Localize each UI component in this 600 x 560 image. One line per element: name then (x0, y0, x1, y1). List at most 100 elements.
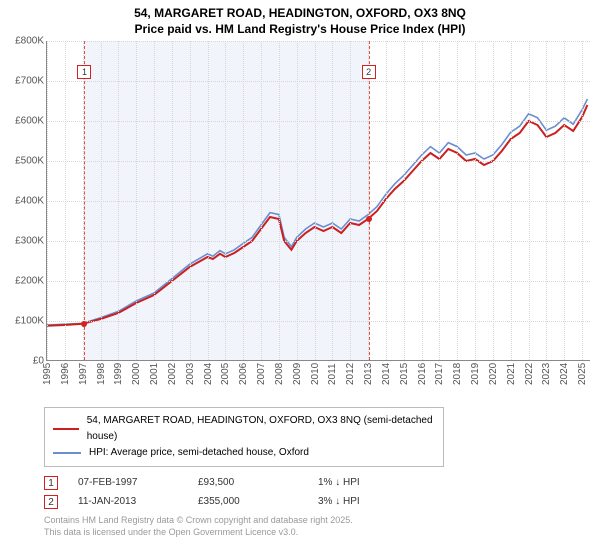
x-axis-label: 2013 (363, 363, 374, 385)
gridline-vertical (47, 41, 48, 360)
chart-title: 54, MARGARET ROAD, HEADINGTON, OXFORD, O… (10, 6, 590, 37)
legend: 54, MARGARET ROAD, HEADINGTON, OXFORD, O… (44, 407, 444, 467)
y-axis-label: £500K (15, 156, 44, 167)
gridline-vertical (154, 41, 155, 360)
y-axis-label: £100K (15, 316, 44, 327)
sale-line (369, 41, 370, 360)
x-axis-label: 2021 (506, 363, 517, 385)
legend-swatch (53, 428, 79, 430)
x-axis-label: 2001 (149, 363, 160, 385)
gridline-horizontal (47, 321, 590, 322)
sales-table: 107-FEB-1997£93,5001% ↓ HPI211-JAN-2013£… (44, 473, 590, 511)
sale-callout: 2 (362, 65, 376, 79)
gridline-horizontal (47, 81, 590, 82)
sale-price: £355,000 (198, 492, 318, 511)
gridline-vertical (65, 41, 66, 360)
x-axis-label: 2012 (345, 363, 356, 385)
gridline-vertical (315, 41, 316, 360)
y-axis-label: £400K (15, 196, 44, 207)
sale-marker (81, 321, 87, 327)
x-axis-label: 1998 (96, 363, 107, 385)
legend-swatch (53, 452, 81, 454)
x-axis: 1995199619971998199920002001200220032004… (46, 361, 590, 401)
y-axis-label: £600K (15, 116, 44, 127)
legend-row: HPI: Average price, semi-detached house,… (53, 445, 435, 461)
x-axis-label: 2007 (256, 363, 267, 385)
x-axis-label: 2014 (381, 363, 392, 385)
gridline-horizontal (47, 241, 590, 242)
x-axis-label: 2006 (238, 363, 249, 385)
gridline-vertical (439, 41, 440, 360)
gridline-vertical (582, 41, 583, 360)
series-hpi (47, 99, 587, 325)
x-axis-label: 2011 (327, 364, 338, 386)
gridline-vertical (475, 41, 476, 360)
sales-row: 211-JAN-2013£355,0003% ↓ HPI (44, 492, 590, 511)
x-axis-label: 2017 (434, 363, 445, 385)
gridline-vertical (564, 41, 565, 360)
x-axis-label: 2023 (541, 363, 552, 385)
x-axis-label: 2022 (524, 363, 535, 385)
title-line1: 54, MARGARET ROAD, HEADINGTON, OXFORD, O… (10, 6, 590, 22)
sale-line (84, 41, 85, 360)
gridline-vertical (404, 41, 405, 360)
sale-date: 11-JAN-2013 (78, 492, 198, 511)
gridline-vertical (511, 41, 512, 360)
y-axis-label: £800K (15, 36, 44, 47)
footer-attribution: Contains HM Land Registry data © Crown c… (44, 515, 590, 538)
legend-label: HPI: Average price, semi-detached house,… (89, 445, 309, 461)
gridline-vertical (208, 41, 209, 360)
y-axis-label: £300K (15, 236, 44, 247)
gridline-vertical (279, 41, 280, 360)
sale-date: 07-FEB-1997 (78, 473, 198, 492)
x-axis-label: 2003 (185, 363, 196, 385)
gridline-vertical (243, 41, 244, 360)
x-axis-label: 2005 (220, 363, 231, 385)
sales-row: 107-FEB-1997£93,5001% ↓ HPI (44, 473, 590, 492)
gridline-horizontal (47, 281, 590, 282)
x-axis-label: 2018 (452, 363, 463, 385)
gridline-vertical (350, 41, 351, 360)
gridline-vertical (297, 41, 298, 360)
sale-index-box: 1 (44, 476, 58, 490)
chart-container: 54, MARGARET ROAD, HEADINGTON, OXFORD, O… (0, 0, 600, 545)
footer-line2: This data is licensed under the Open Gov… (44, 527, 590, 539)
gridline-horizontal (47, 161, 590, 162)
x-axis-label: 1995 (42, 363, 53, 385)
x-axis-label: 2025 (577, 363, 588, 385)
gridline-vertical (422, 41, 423, 360)
x-axis-label: 1997 (78, 363, 89, 385)
x-axis-label: 2009 (292, 363, 303, 385)
gridline-vertical (136, 41, 137, 360)
legend-row: 54, MARGARET ROAD, HEADINGTON, OXFORD, O… (53, 413, 435, 445)
gridline-vertical (457, 41, 458, 360)
y-axis: £0£100K£200K£300K£400K£500K£600K£700K£80… (10, 41, 46, 361)
gridline-vertical (101, 41, 102, 360)
gridline-horizontal (47, 121, 590, 122)
gridline-vertical (546, 41, 547, 360)
x-axis-label: 1999 (113, 363, 124, 385)
sale-marker (366, 216, 372, 222)
title-line2: Price paid vs. HM Land Registry's House … (10, 22, 590, 38)
sale-price: £93,500 (198, 473, 318, 492)
plot-area: 12 (46, 41, 590, 361)
x-axis-label: 2004 (203, 363, 214, 385)
x-axis-label: 2008 (274, 363, 285, 385)
sale-index-box: 2 (44, 495, 58, 509)
gridline-vertical (529, 41, 530, 360)
gridline-vertical (332, 41, 333, 360)
y-axis-label: £700K (15, 76, 44, 87)
gridline-vertical (225, 41, 226, 360)
gridline-vertical (493, 41, 494, 360)
gridline-vertical (190, 41, 191, 360)
gridline-vertical (261, 41, 262, 360)
x-axis-label: 2000 (131, 363, 142, 385)
gridline-horizontal (47, 41, 590, 42)
footer-line1: Contains HM Land Registry data © Crown c… (44, 515, 590, 527)
chart-area: £0£100K£200K£300K£400K£500K£600K£700K£80… (10, 41, 590, 401)
gridline-vertical (386, 41, 387, 360)
x-axis-label: 2002 (167, 363, 178, 385)
x-axis-label: 2019 (470, 363, 481, 385)
gridline-horizontal (47, 201, 590, 202)
x-axis-label: 2015 (399, 363, 410, 385)
